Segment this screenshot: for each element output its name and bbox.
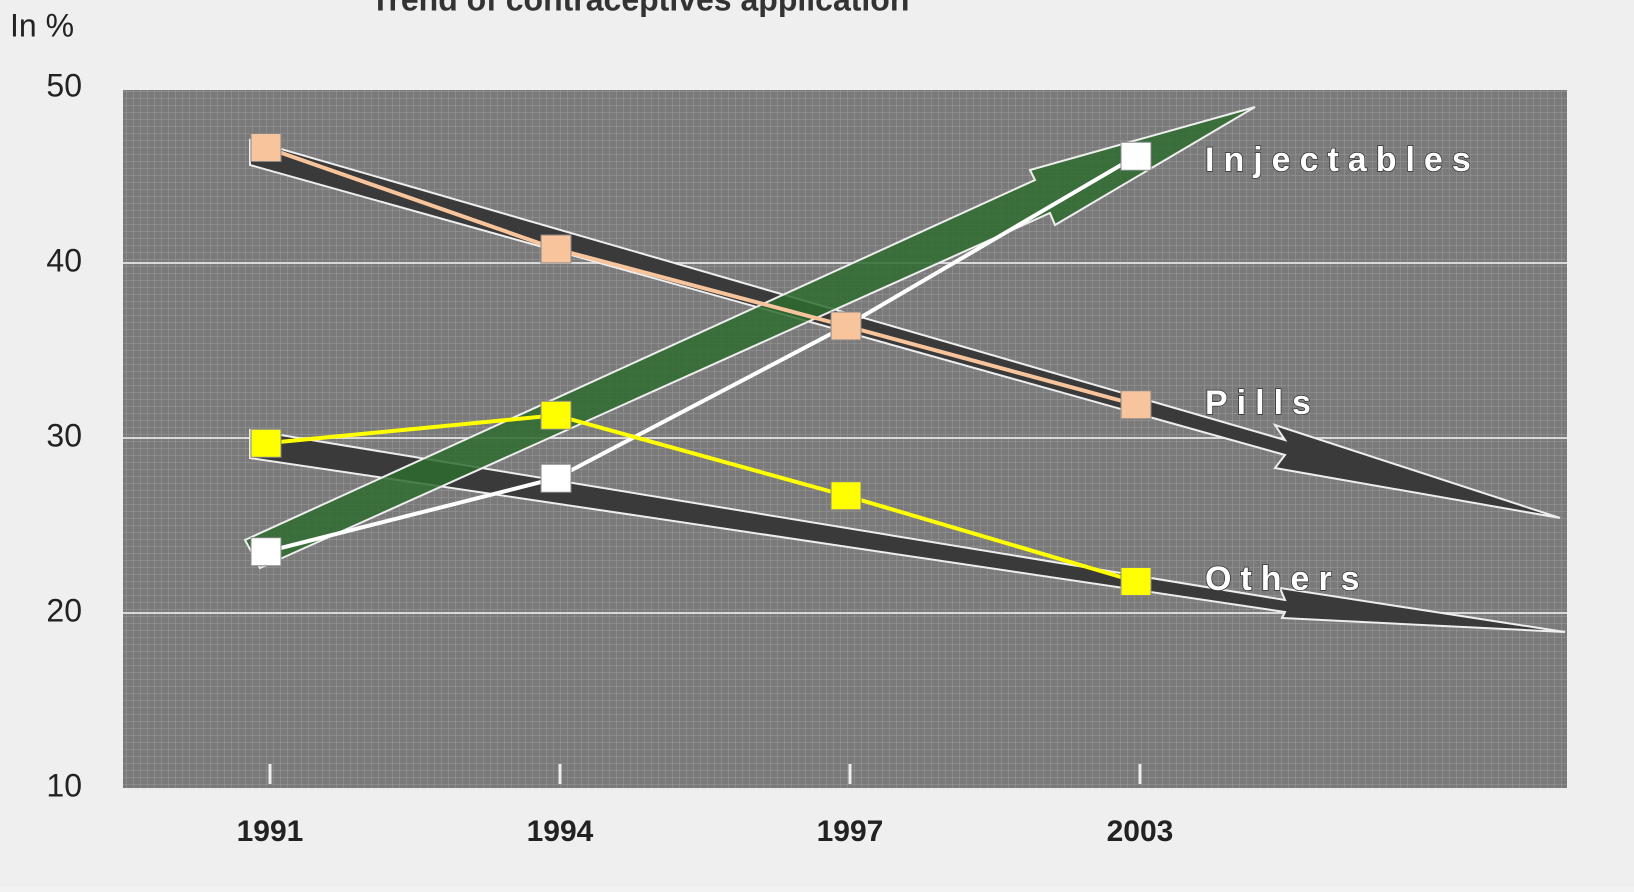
x-tick-label: 1997 bbox=[817, 815, 884, 848]
marker bbox=[1120, 141, 1152, 171]
x-tick-label: 2003 bbox=[1107, 815, 1174, 848]
marker bbox=[250, 428, 282, 458]
series-label: Pills bbox=[1205, 384, 1320, 422]
series-group bbox=[250, 133, 1152, 596]
marker bbox=[540, 400, 572, 430]
marker bbox=[1120, 567, 1152, 596]
series-line bbox=[265, 154, 1138, 554]
chart-title: Trend of contraceptives application bbox=[371, 0, 910, 17]
y-tick-label: 10 bbox=[46, 767, 82, 803]
y-tick-label: 30 bbox=[46, 417, 82, 453]
marker bbox=[540, 234, 572, 264]
marker bbox=[830, 481, 862, 511]
x-tick-label: 1991 bbox=[237, 815, 304, 848]
trend-arrow bbox=[249, 138, 1561, 519]
trend-arrow bbox=[243, 106, 1256, 570]
y-tick-label: 50 bbox=[46, 67, 82, 103]
series-line bbox=[265, 145, 1137, 407]
y-tick-label: 20 bbox=[46, 592, 82, 628]
marker bbox=[1120, 390, 1152, 420]
y-tick-label: 40 bbox=[46, 242, 82, 278]
x-tick-label: 1994 bbox=[527, 815, 594, 848]
series-label: Others bbox=[1205, 560, 1369, 598]
marker bbox=[540, 463, 572, 493]
marker bbox=[830, 311, 862, 341]
series-label: Injectables bbox=[1205, 141, 1480, 179]
series-line bbox=[265, 413, 1137, 584]
y-axis-label: In % bbox=[10, 7, 74, 43]
marker bbox=[250, 133, 282, 162]
marker bbox=[250, 537, 282, 567]
